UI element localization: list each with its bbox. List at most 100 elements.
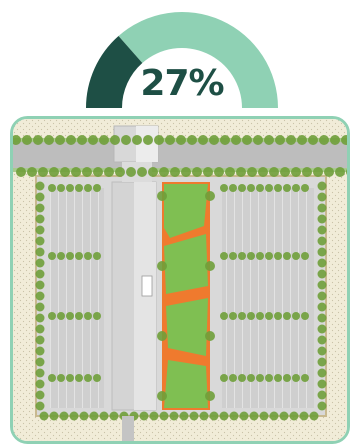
tree xyxy=(66,312,74,320)
tree xyxy=(110,135,120,145)
tree xyxy=(269,167,279,177)
tree xyxy=(247,252,255,260)
tree xyxy=(308,135,318,145)
tree xyxy=(209,135,219,145)
tree xyxy=(159,411,169,421)
tree xyxy=(229,411,239,421)
tree xyxy=(33,135,43,145)
tree xyxy=(60,167,70,177)
tree xyxy=(115,167,125,177)
tree xyxy=(238,374,246,382)
road xyxy=(13,142,347,168)
tree xyxy=(104,167,114,177)
tree xyxy=(265,184,273,192)
tree xyxy=(199,411,209,421)
tree xyxy=(35,214,45,224)
tree xyxy=(84,184,92,192)
tree xyxy=(35,203,45,213)
tree xyxy=(35,390,45,400)
tree xyxy=(317,269,327,279)
tree xyxy=(157,331,167,341)
tree xyxy=(286,135,296,145)
tree xyxy=(238,184,246,192)
tree xyxy=(231,135,241,145)
tree xyxy=(317,401,327,411)
tree xyxy=(219,411,229,421)
tree xyxy=(317,181,327,191)
tree xyxy=(256,374,264,382)
tree xyxy=(99,135,109,145)
site-plan-image xyxy=(10,116,350,444)
tree xyxy=(57,374,65,382)
tree xyxy=(57,312,65,320)
tree xyxy=(35,291,45,301)
tree xyxy=(16,167,26,177)
tree xyxy=(317,280,327,290)
tree xyxy=(317,236,327,246)
tree xyxy=(317,313,327,323)
tree xyxy=(157,391,167,401)
tree xyxy=(256,312,264,320)
tree xyxy=(317,390,327,400)
tree xyxy=(301,312,309,320)
tree xyxy=(292,312,300,320)
tree xyxy=(121,135,131,145)
gauge-value-label: 27% xyxy=(140,63,224,104)
tree xyxy=(93,184,101,192)
tree xyxy=(189,411,199,421)
tree xyxy=(247,374,255,382)
tree xyxy=(317,379,327,389)
tree xyxy=(292,184,300,192)
tree xyxy=(143,135,153,145)
tree xyxy=(126,167,136,177)
tree xyxy=(242,135,252,145)
tree xyxy=(77,135,87,145)
tree xyxy=(13,135,21,145)
tree xyxy=(137,167,147,177)
tree xyxy=(154,135,164,145)
tree xyxy=(220,312,228,320)
tree xyxy=(317,324,327,334)
tree xyxy=(35,346,45,356)
tree xyxy=(35,258,45,268)
tree xyxy=(301,252,309,260)
tree xyxy=(39,411,49,421)
tree xyxy=(22,135,32,145)
tree xyxy=(214,167,224,177)
tree xyxy=(283,374,291,382)
tree xyxy=(313,167,323,177)
tree xyxy=(317,335,327,345)
tree xyxy=(302,167,312,177)
tree xyxy=(93,312,101,320)
tree xyxy=(55,135,65,145)
tree xyxy=(317,346,327,356)
percentage-gauge xyxy=(86,12,278,109)
tree xyxy=(309,411,319,421)
tree xyxy=(205,391,215,401)
tree xyxy=(220,184,228,192)
tree xyxy=(317,225,327,235)
tree xyxy=(75,312,83,320)
tree xyxy=(179,411,189,421)
gauge-remaining-arc xyxy=(118,12,278,108)
tree xyxy=(149,411,159,421)
tree xyxy=(249,411,259,421)
tree xyxy=(35,280,45,290)
tree xyxy=(48,184,56,192)
tree xyxy=(170,167,180,177)
tree xyxy=(35,313,45,323)
tree xyxy=(220,135,230,145)
gauge-filled-arc xyxy=(86,35,143,109)
tree xyxy=(35,181,45,191)
tree xyxy=(205,191,215,201)
tree xyxy=(57,184,65,192)
tree xyxy=(84,252,92,260)
tree xyxy=(203,167,213,177)
tree xyxy=(35,247,45,257)
courtyard-lawn xyxy=(164,184,208,408)
tree xyxy=(317,291,327,301)
tree xyxy=(247,184,255,192)
tree xyxy=(274,184,282,192)
tree xyxy=(292,252,300,260)
tree xyxy=(169,411,179,421)
